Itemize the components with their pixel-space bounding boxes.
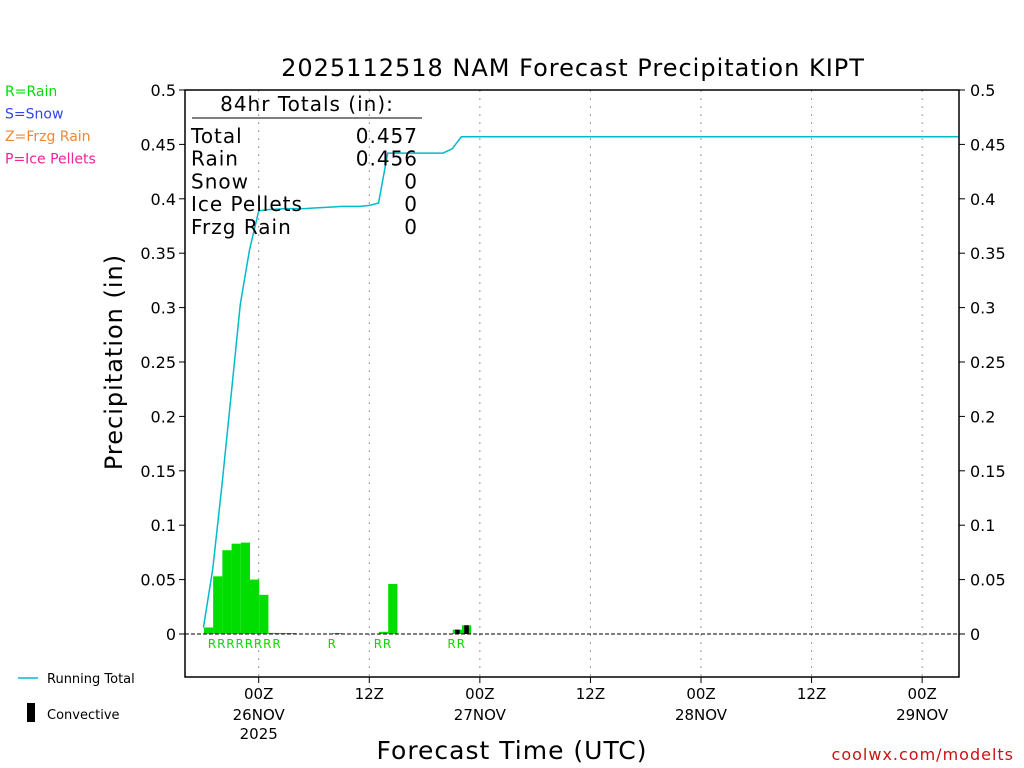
bars-group: [203, 542, 472, 634]
x-tick-label-3: 12Z: [576, 685, 605, 703]
rain-bar-5: [250, 579, 260, 634]
y-axis-right: 0 0.05 0.1 0.15 0.2 0.25 0.3 0.35 0.4 0.45 0.5: [959, 81, 1006, 644]
totals-label-3: Ice Pellets: [191, 192, 303, 216]
y-tick-label-left-4: 0.2: [151, 407, 176, 426]
x-tick-label-5: 12Z: [797, 685, 826, 703]
rain-bar-1: [213, 576, 223, 634]
type-label-10: R: [383, 637, 391, 651]
plot-frame: [184, 89, 960, 678]
totals-label-1: Rain: [191, 147, 239, 171]
y-tick-label-left-6: 0.3: [151, 299, 176, 318]
legend-convective-label: Convective: [47, 708, 120, 723]
rain-bar-12: [388, 583, 398, 634]
y-tick-label-right-5: 0.25: [970, 353, 1006, 372]
totals-value-3: 0: [404, 192, 418, 216]
type-label-7: R: [272, 637, 280, 651]
x-tick-label-2: 00Z: [465, 685, 494, 703]
rain-bar-7: [268, 632, 278, 634]
y-tick-label-left-2: 0.1: [151, 516, 176, 535]
type-label-4: R: [245, 637, 253, 651]
y-tick-label-right-1: 0.05: [970, 571, 1006, 590]
y-tick-label-right-6: 0.3: [970, 299, 995, 318]
rain-bar-6: [259, 594, 269, 634]
type-legend-0: R=Rain: [5, 84, 57, 100]
y-tick-label-right-9: 0.45: [970, 135, 1006, 154]
totals-value-0: 0.457: [356, 124, 418, 148]
type-label-11: R: [447, 637, 455, 651]
y-tick-label-left-3: 0.15: [140, 462, 176, 481]
x-axis-label: Forecast Time (UTC): [377, 736, 648, 765]
x-tick-label-0: 00Z: [244, 685, 273, 703]
grid-lines: [258, 90, 923, 677]
type-label-8: R: [328, 637, 336, 651]
y-tick-label-right-4: 0.2: [970, 407, 995, 426]
y-tick-label-left-8: 0.4: [151, 190, 176, 209]
y-tick-label-left-10: 0.5: [151, 81, 176, 100]
running-total-line: [202, 136, 959, 628]
y-tick-label-right-10: 0.5: [970, 81, 995, 100]
type-legend-3: P=Ice Pellets: [5, 152, 96, 168]
totals-value-1: 0.456: [356, 147, 418, 171]
y-axis-left: 0 0.05 0.1 0.15 0.2 0.25 0.3 0.35 0.4 0.45 0.5: [140, 81, 185, 644]
totals-value-4: 0: [404, 215, 418, 239]
type-label-6: R: [263, 637, 271, 651]
legend-running-total: Running Total: [18, 672, 135, 687]
type-legend-1: S=Snow: [5, 107, 63, 123]
type-label-9: R: [374, 637, 382, 651]
x-tick-date-2: 27NOV: [454, 706, 507, 724]
y-tick-label-left-1: 0.05: [140, 571, 176, 590]
x-tick-label-4: 00Z: [686, 685, 715, 703]
x-tick-label-6: 00Z: [907, 685, 936, 703]
type-label-5: R: [254, 637, 262, 651]
rain-bar-0: [203, 627, 214, 634]
rain-bar-4: [240, 542, 250, 634]
totals-heading: 84hr Totals (in):: [220, 92, 394, 116]
rain-bar-9: [286, 633, 297, 634]
type-label-2: R: [226, 637, 234, 651]
rain-bar-3: [231, 543, 241, 634]
precip-type-legend: R=Rain S=Snow Z=Frzg Rain P=Ice Pellets: [5, 84, 96, 168]
type-label-1: R: [217, 637, 225, 651]
chart-title: 2025112518 NAM Forecast Precipitation KI…: [281, 54, 865, 82]
convective-bar-14: [464, 625, 469, 634]
y-tick-label-right-0: 0: [970, 625, 980, 644]
totals-rows: Total 0.457 Rain 0.456 Snow 0 Ice Pellets 0 Frzg…: [190, 124, 418, 239]
x-tick-year-0: 2025: [240, 725, 278, 743]
y-tick-label-left-5: 0.25: [140, 353, 176, 372]
legend-convective: Convective: [27, 703, 120, 723]
legend-running-total-label: Running Total: [47, 672, 135, 687]
totals-label-4: Frzg Rain: [191, 215, 292, 239]
legend-convective-swatch: [27, 703, 35, 722]
y-tick-label-right-3: 0.15: [970, 462, 1006, 481]
convective-bar-13: [455, 629, 460, 634]
y-tick-label-left-7: 0.35: [140, 244, 176, 263]
y-tick-label-right-8: 0.4: [970, 190, 995, 209]
rain-bar-2: [222, 550, 232, 634]
x-tick-label-1: 12Z: [355, 685, 384, 703]
credit-text: coolwx.com/modelts: [832, 745, 1014, 764]
totals-value-2: 0: [404, 169, 418, 193]
y-tick-label-right-2: 0.1: [970, 516, 995, 535]
totals-label-0: Total: [190, 124, 243, 148]
x-tick-date-6: 29NOV: [896, 706, 949, 724]
rain-bar-11: [379, 631, 389, 634]
x-tick-date-4: 28NOV: [675, 706, 728, 724]
y-tick-label-left-0: 0: [166, 625, 176, 644]
type-label-3: R: [236, 637, 244, 651]
type-legend-2: Z=Frzg Rain: [5, 129, 91, 145]
y-tick-label-right-7: 0.35: [970, 244, 1006, 263]
totals-label-2: Snow: [191, 169, 249, 193]
y-tick-label-left-9: 0.45: [140, 135, 176, 154]
y-axis-label: Precipitation (in): [100, 254, 128, 470]
type-label-0: R: [208, 637, 216, 651]
x-tick-date-0: 26NOV: [233, 706, 286, 724]
totals-box: 84hr Totals (in): Total 0.457 Rain 0.456 Sno…: [190, 92, 422, 239]
type-label-12: R: [457, 637, 465, 651]
